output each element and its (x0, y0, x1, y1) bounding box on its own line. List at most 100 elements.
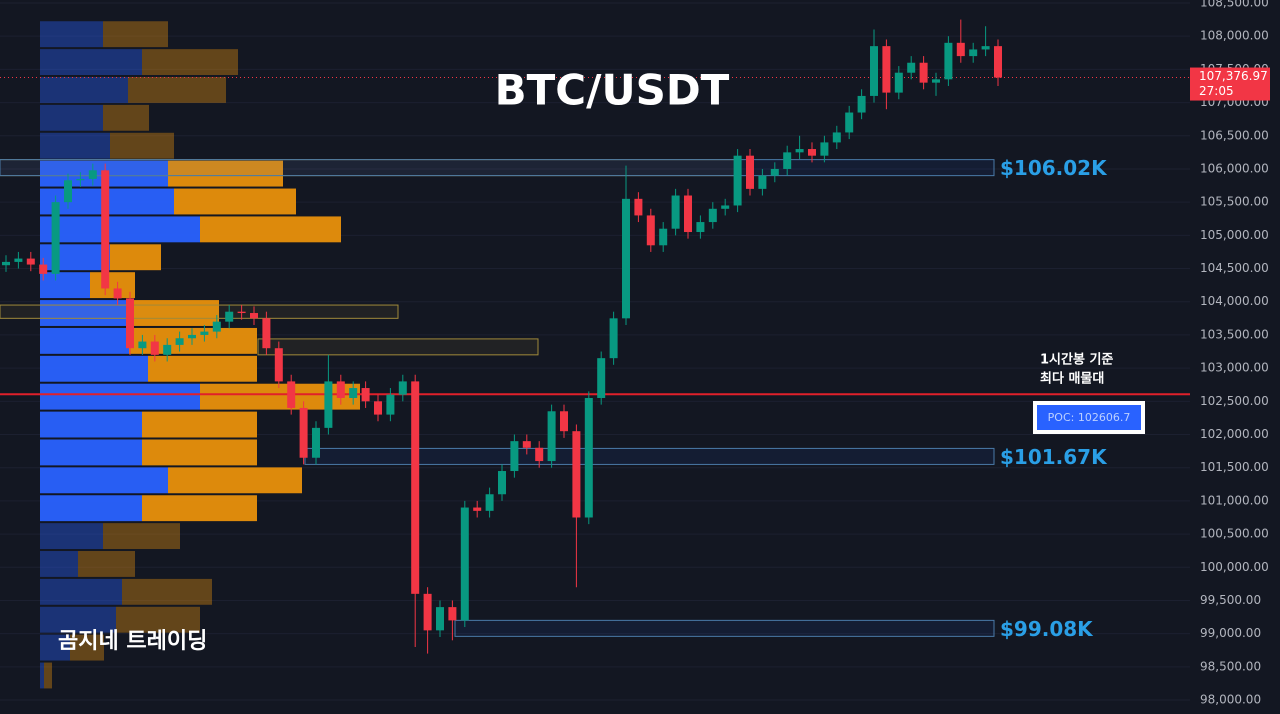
candle-body (783, 152, 792, 169)
profile-buy (40, 383, 200, 410)
candle-body (175, 338, 184, 345)
y-tick-label: 102,500.00 (1200, 394, 1269, 408)
candle-body (671, 195, 680, 229)
candle-body (721, 205, 730, 209)
profile-sell (110, 132, 174, 159)
profile-sell (168, 160, 283, 187)
candle-body (882, 46, 891, 93)
level-box (0, 159, 995, 177)
candle-body (212, 321, 221, 332)
profile-buy (40, 578, 122, 605)
y-tick-label: 108,500.00 (1200, 0, 1269, 9)
profile-sell (70, 634, 104, 661)
candle-body (138, 341, 147, 349)
candle-body (349, 388, 358, 398)
candle-body (870, 46, 878, 96)
candle-body (919, 62, 928, 83)
countdown: 27:05 (1199, 84, 1234, 98)
profile-sell (103, 104, 149, 131)
level-label: $99.08K (1000, 617, 1094, 641)
profile-sell (78, 551, 135, 577)
candle-body (597, 358, 606, 398)
candle-body (746, 155, 754, 189)
profile-sell (142, 439, 257, 466)
candle-body (733, 155, 742, 206)
candle-body (522, 441, 531, 448)
candle-body (907, 62, 916, 73)
profile-buy (40, 49, 142, 76)
profile-sell (129, 300, 219, 326)
price-tag-label: 107,376.97 (1199, 69, 1268, 83)
candle-body (411, 381, 420, 594)
profile-buy (40, 495, 142, 522)
candle-body (684, 195, 692, 233)
profile-sell (122, 578, 212, 605)
profile-sell (174, 188, 296, 215)
profile-sell (168, 467, 302, 494)
candle-body (163, 344, 172, 355)
candle-body (832, 132, 841, 143)
profile-buy (40, 21, 103, 48)
profile-sell (142, 49, 238, 76)
candle-body (448, 607, 457, 621)
candle-body (299, 407, 308, 458)
candle-body (150, 341, 159, 355)
candle-body (622, 198, 630, 319)
candle-body (386, 394, 395, 415)
profile-buy (40, 467, 168, 494)
candle-body (894, 72, 903, 93)
candle-body (485, 494, 494, 511)
candle-body (932, 79, 940, 83)
y-tick-label: 104,500.00 (1200, 261, 1269, 275)
profile-buy (40, 606, 116, 633)
candle-body (498, 471, 506, 495)
candle-body (535, 447, 544, 462)
candle-body (101, 170, 110, 289)
profile-buy (40, 662, 44, 689)
profile-buy (40, 327, 129, 354)
profile-buy (40, 439, 142, 466)
candle-body (26, 258, 35, 265)
candle-body (200, 331, 209, 335)
candle-body (473, 507, 482, 511)
profile-sell (148, 355, 257, 382)
candle-body (808, 149, 816, 156)
candle-body (398, 381, 407, 395)
y-tick-label: 102,000.00 (1200, 427, 1269, 441)
candle-body (126, 298, 134, 349)
candle-body (572, 431, 581, 518)
y-tick-label: 101,500.00 (1200, 460, 1269, 474)
candle-body (758, 175, 767, 189)
candle-body (510, 441, 519, 472)
y-tick-label: 103,500.00 (1200, 327, 1269, 341)
price-tag (1190, 67, 1270, 101)
candle-body (956, 42, 965, 57)
profile-buy (40, 132, 110, 159)
level-box (454, 619, 995, 637)
candle-body (336, 381, 345, 398)
y-tick-label: 101,000.00 (1200, 493, 1269, 507)
profile-buy (40, 244, 110, 271)
candle-body (88, 170, 97, 179)
candle-body (361, 388, 370, 402)
watermark: 곰지네 트레이딩 (58, 629, 207, 654)
profile-sell (116, 606, 200, 633)
level-box (304, 447, 995, 465)
y-tick-label: 106,500.00 (1200, 128, 1269, 142)
candle-body (696, 222, 705, 233)
y-tick-label: 105,000.00 (1200, 228, 1269, 242)
y-tick-label: 108,000.00 (1200, 29, 1269, 43)
profile-buy (40, 411, 142, 438)
profile-sell (103, 21, 168, 48)
candle-body (237, 311, 246, 314)
candle-body (560, 411, 568, 432)
y-tick-label: 106,000.00 (1200, 161, 1269, 175)
candle-body (857, 95, 866, 113)
zone (257, 338, 539, 356)
profile-buy (40, 355, 148, 382)
profile-sell (103, 523, 180, 550)
poc-label: POC: 102606.7 (1048, 411, 1131, 424)
profile-sell (200, 216, 341, 243)
candle-body (460, 507, 469, 621)
